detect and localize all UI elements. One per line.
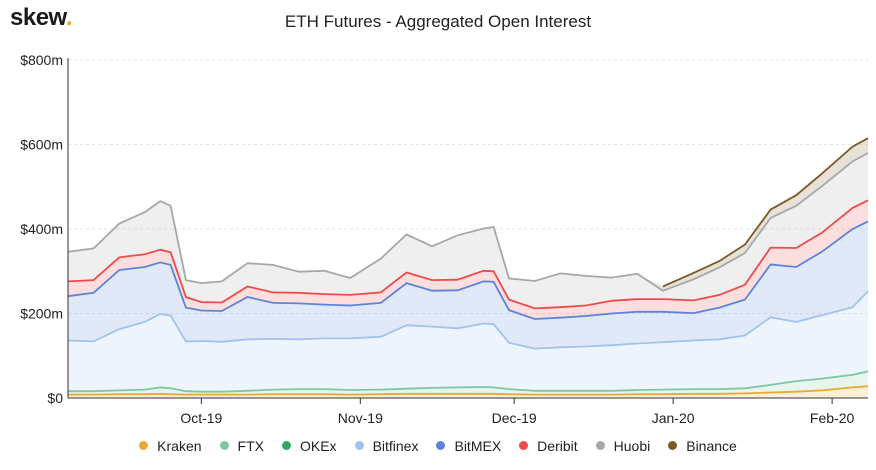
x-tick-label: Oct-19 [180, 410, 222, 426]
chart-title: ETH Futures - Aggregated Open Interest [284, 12, 592, 31]
x-tick-label: Jan-20 [652, 410, 695, 426]
x-tick-label: Feb-20 [810, 410, 855, 426]
y-tick-label: $600m [20, 137, 63, 153]
legend-item-ftx[interactable]: FTX [219, 438, 264, 454]
y-tick-label: $200m [20, 306, 63, 322]
legend-dot-icon [436, 441, 446, 450]
line-kraken [68, 385, 869, 396]
line-huobi [67, 152, 869, 292]
legend-item-binance[interactable]: Binance [668, 438, 737, 454]
area-ftx [68, 371, 868, 395]
legend-label: Kraken [157, 438, 202, 454]
area-huobi [68, 153, 868, 309]
legend-dot-icon [219, 441, 229, 450]
legend-label: Bitfinex [372, 438, 419, 454]
chart-legend: Kraken FTX OKEx Bitfinex BitMEX Deribit Huobi B… [0, 438, 876, 454]
legend-label: OKEx [299, 438, 337, 454]
x-tick-label: Nov-19 [338, 410, 383, 426]
legend-label: Huobi [613, 438, 651, 454]
legend-label: Binance [686, 438, 737, 454]
line-deribit [67, 199, 869, 310]
x-tick-label: Dec-19 [492, 410, 537, 426]
legend-item-bitmex[interactable]: BitMEX [436, 438, 501, 454]
legend-dot-icon [519, 441, 529, 450]
skew-logo: skew. [10, 4, 73, 31]
legend-item-huobi[interactable]: Huobi [595, 438, 651, 454]
area-bitfinex [68, 291, 868, 392]
legend-dot-icon [281, 441, 291, 450]
legend-item-okex[interactable]: OKEx [281, 438, 337, 454]
legend-item-bitfinex[interactable]: Bitfinex [354, 438, 419, 454]
legend-dot-icon [595, 441, 605, 450]
legend-dot-icon [354, 441, 364, 450]
line-binance [662, 137, 869, 288]
line-bitfinex [67, 290, 869, 350]
line-ftx [68, 370, 869, 393]
area-bitmex [68, 221, 868, 349]
legend-label: Deribit [537, 438, 578, 454]
legend-item-kraken[interactable]: Kraken [139, 438, 202, 454]
y-tick-label: $0 [47, 390, 63, 406]
legend-label: FTX [237, 438, 264, 454]
legend-item-deribit[interactable]: Deribit [519, 438, 578, 454]
legend-dot-icon [668, 441, 678, 450]
legend-dot-icon [139, 441, 149, 450]
y-tick-label: $800m [20, 52, 63, 68]
legend-label: BitMEX [454, 438, 502, 454]
line-bitmex [67, 220, 869, 320]
y-tick-label: $400m [20, 221, 63, 237]
